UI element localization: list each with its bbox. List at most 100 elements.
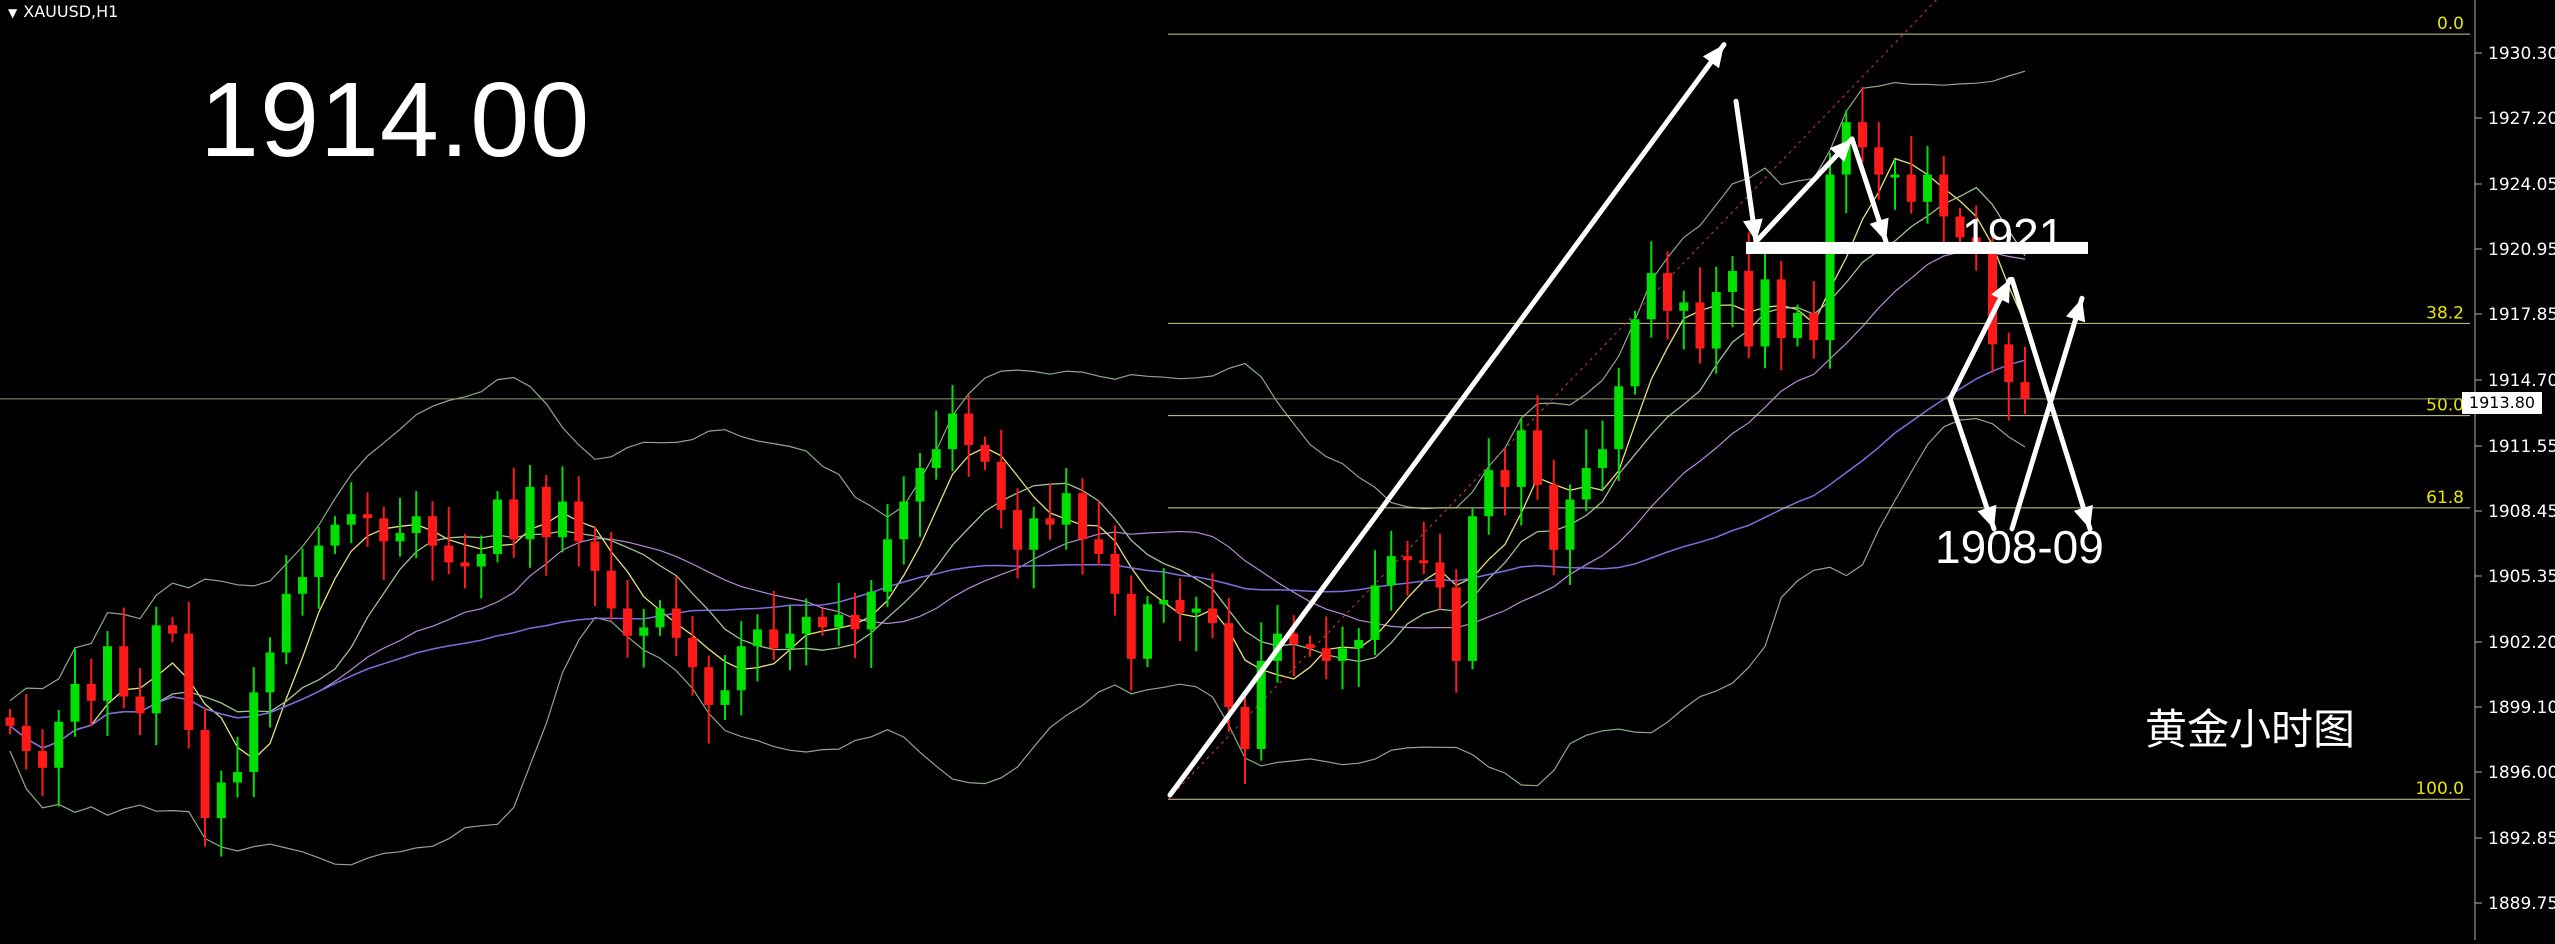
candle xyxy=(1370,550,1380,656)
candle xyxy=(411,491,421,559)
candle xyxy=(1711,266,1721,374)
candle-body xyxy=(1451,587,1461,661)
candle-body xyxy=(249,692,259,772)
candle-body xyxy=(671,608,681,638)
candle xyxy=(1646,241,1656,338)
candle xyxy=(1468,507,1477,670)
candle-body xyxy=(346,514,356,525)
candle-body xyxy=(444,545,454,563)
candle xyxy=(753,614,762,682)
candle-body xyxy=(1484,470,1494,517)
candle xyxy=(818,608,827,636)
candle-body xyxy=(1013,509,1022,550)
moving-averages xyxy=(9,157,2026,760)
fibonacci-retracement: 0.0 38.2 50.0 61.8 100.0 xyxy=(0,0,2470,800)
candle-body xyxy=(151,625,161,714)
axis-tick-label: 1927.20 xyxy=(2488,109,2555,129)
candle-body xyxy=(1354,639,1364,649)
candle xyxy=(200,708,210,847)
candle xyxy=(103,631,112,736)
candle-body xyxy=(1939,174,1949,217)
arrow-head xyxy=(1829,138,1852,162)
candle-body xyxy=(2004,344,2014,383)
arrow-head xyxy=(2073,504,2093,529)
candle-body xyxy=(103,646,112,701)
candle xyxy=(1094,500,1104,566)
candle-body xyxy=(899,501,909,540)
candle-body xyxy=(1825,174,1835,341)
candle xyxy=(1175,578,1185,642)
candle-body xyxy=(1923,174,1932,202)
candle-body xyxy=(1988,252,1997,345)
candle xyxy=(1143,595,1152,668)
candle xyxy=(1078,478,1087,575)
candle-body xyxy=(623,608,632,636)
candle xyxy=(1679,290,1689,350)
candle-body xyxy=(866,591,876,630)
resistance-annotation: 1921 xyxy=(1962,209,2065,261)
pullback-down-arrow xyxy=(1733,98,1763,245)
candle xyxy=(265,637,275,728)
candle xyxy=(1305,635,1315,657)
candle xyxy=(899,476,909,565)
axis-tick-label: 1902.20 xyxy=(2488,633,2555,653)
candle xyxy=(1663,251,1672,340)
dropdown-triangle-icon[interactable]: ▼ xyxy=(8,6,18,20)
candle xyxy=(1321,616,1331,680)
axis-tick-label: 1920.95 xyxy=(2488,240,2555,260)
candle xyxy=(168,616,177,643)
arrow-head xyxy=(1991,279,2010,304)
candle-body xyxy=(1305,644,1315,649)
candle xyxy=(558,466,567,553)
dip-down-arrow xyxy=(1947,396,1997,532)
candle xyxy=(1029,506,1039,589)
candle-body xyxy=(801,616,811,634)
candle xyxy=(1500,448,1510,516)
candle-body xyxy=(525,486,535,540)
candle xyxy=(38,729,47,797)
ma-fast-line xyxy=(9,157,2026,760)
candle xyxy=(298,548,307,616)
candle xyxy=(623,579,632,658)
candle xyxy=(119,607,129,709)
candle-body xyxy=(1224,623,1234,708)
candle-body xyxy=(314,545,324,578)
candle-body xyxy=(1256,660,1266,749)
candle-body xyxy=(1094,539,1104,554)
candle xyxy=(216,770,226,857)
candle xyxy=(1533,395,1542,500)
big-price-label: 1914.00 xyxy=(200,61,591,179)
candle xyxy=(736,621,746,716)
candle xyxy=(720,655,730,721)
candle-body xyxy=(1191,608,1201,613)
candle-body xyxy=(1809,312,1819,341)
candle-body xyxy=(1776,279,1786,339)
candle-body xyxy=(298,577,307,594)
candle xyxy=(21,694,31,770)
candle-body xyxy=(1175,600,1185,613)
axis-tick-label: 1911.55 xyxy=(2488,437,2555,457)
candle-body xyxy=(720,690,730,705)
candle xyxy=(931,410,941,480)
candle-body xyxy=(1386,556,1396,586)
candle-body xyxy=(1858,122,1867,148)
candle xyxy=(1549,459,1559,575)
symbol-label: XAUUSD,H1 xyxy=(23,2,119,21)
axis-tick-label: 1905.35 xyxy=(2488,567,2555,587)
candle-body xyxy=(1646,273,1656,320)
candle xyxy=(769,590,779,661)
candle xyxy=(233,736,242,798)
candle xyxy=(785,605,795,671)
candle-body xyxy=(1159,600,1169,605)
candle xyxy=(460,533,470,589)
candle xyxy=(1760,250,1770,369)
candle xyxy=(330,516,340,554)
candle xyxy=(135,668,145,736)
symbol-title[interactable]: ▼ XAUUSD,H1 xyxy=(8,2,118,21)
fib-level-label: 0.0 xyxy=(2437,14,2464,34)
axis-tick-label: 1914.70 xyxy=(2488,371,2555,391)
candle xyxy=(70,648,80,737)
candle-body xyxy=(216,782,226,819)
